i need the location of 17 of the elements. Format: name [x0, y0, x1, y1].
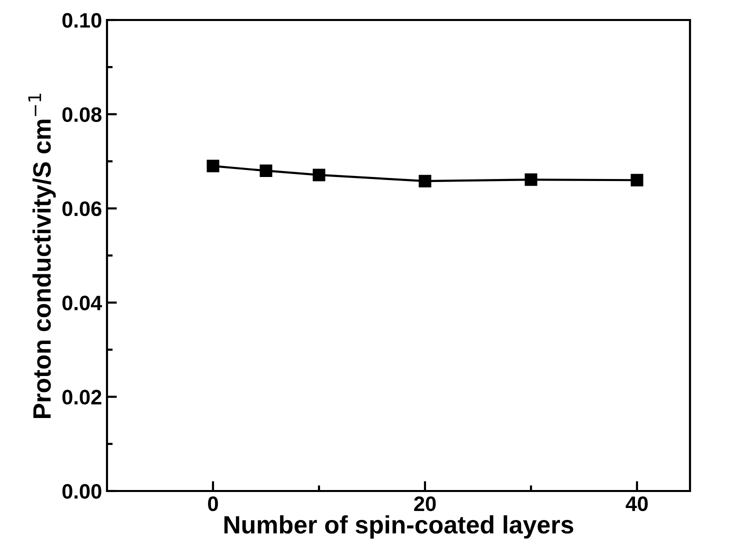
x-tick-label: 40	[626, 496, 648, 512]
x-tick-label: 20	[414, 496, 436, 512]
point	[418, 174, 432, 188]
x-tick-label: 0	[208, 496, 218, 512]
point	[206, 160, 220, 172]
y-tick-label: 0.02	[62, 390, 102, 405]
y-tick-label: 0.06	[62, 201, 102, 216]
y-axis-title: Proton conductivity/S cm$^{−1}$	[28, 94, 56, 418]
point	[260, 164, 272, 177]
text: 0.00	[62, 484, 102, 499]
point	[630, 174, 644, 186]
y-tick-label: 0.08	[62, 107, 102, 122]
text: 0.10	[62, 13, 102, 28]
point	[524, 173, 538, 186]
point	[312, 168, 326, 182]
y-tick-label: 0.04	[62, 296, 102, 310]
x-axis-title: Number of spin-coated layers	[224, 515, 574, 539]
